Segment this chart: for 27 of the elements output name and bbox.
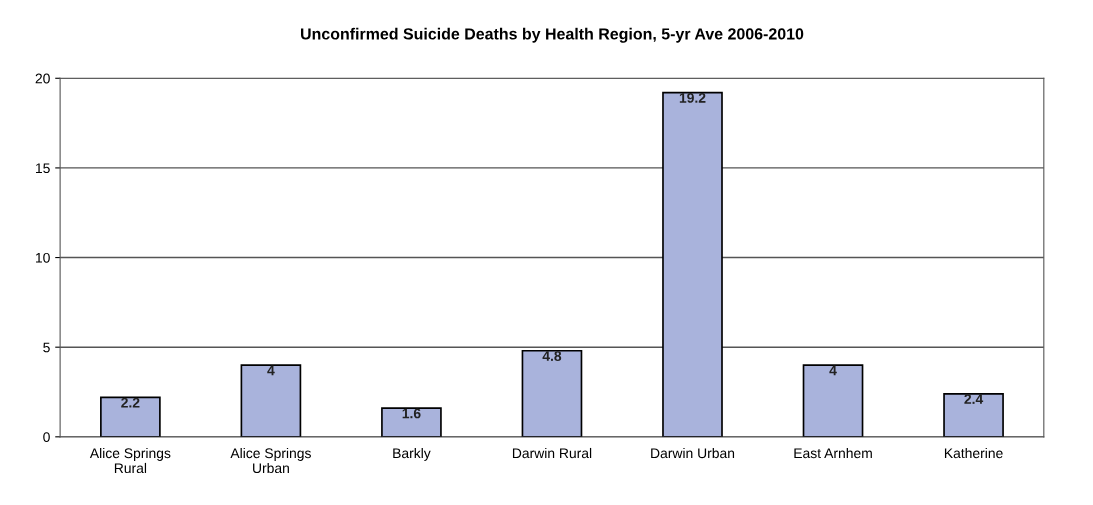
data-label: 2.4 <box>964 394 984 404</box>
y-tick-label: 20 <box>35 73 50 84</box>
data-label: 4 <box>829 365 837 376</box>
bar <box>381 407 442 437</box>
data-label: 2.2 <box>121 397 140 408</box>
x-tick-label: Barkly <box>393 447 431 461</box>
x-tick-label: Darwin Rural <box>512 447 592 459</box>
y-tick-label: 10 <box>36 252 50 263</box>
bar <box>240 364 302 437</box>
chart-title: Unconfirmed Suicide Deaths by Health Region, 5-yr Ave 2006-2010 <box>301 27 804 43</box>
x-tick-label: East Arnhem <box>794 447 872 459</box>
y-tick-label: 15 <box>36 163 50 174</box>
data-label: 4.8 <box>542 351 562 361</box>
bar <box>943 392 1004 437</box>
data-label: 1.6 <box>402 408 421 419</box>
x-tick-label: Darwin Urban <box>651 447 735 459</box>
data-label: 19.2 <box>679 92 706 103</box>
bar <box>100 396 161 437</box>
x-tick-label: Alice Springs Rural <box>89 447 171 474</box>
x-tick-label: Katherine <box>944 447 1003 459</box>
bar <box>802 364 864 437</box>
y-tick-label: 0 <box>43 432 50 442</box>
bar <box>662 91 723 437</box>
y-tick-label: 5 <box>43 342 50 353</box>
x-tick-label: Alice Springs Urban <box>230 447 311 474</box>
data-label: 4 <box>267 365 275 376</box>
bar <box>521 349 583 437</box>
